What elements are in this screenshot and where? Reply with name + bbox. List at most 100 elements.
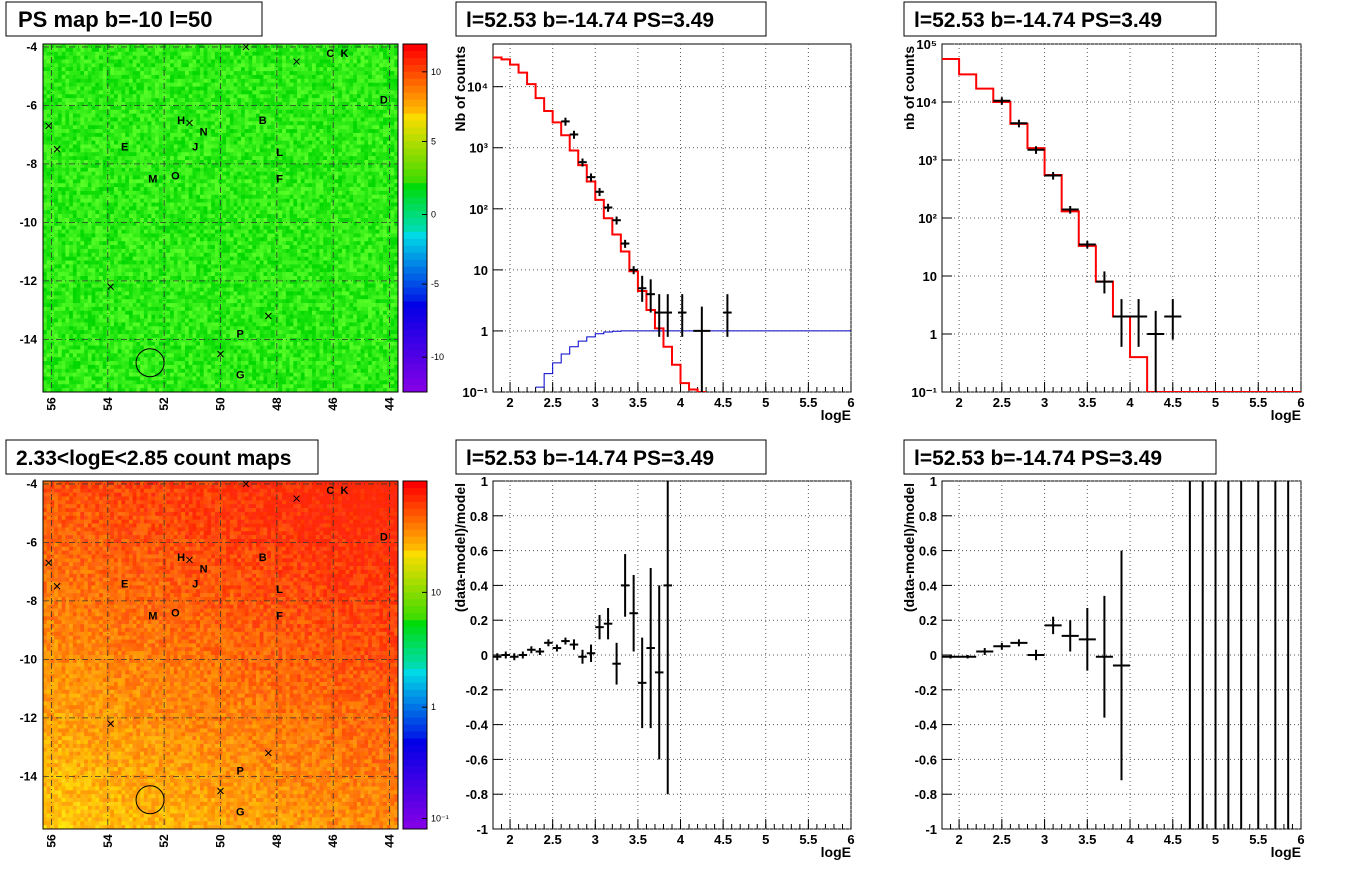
palette-swatch — [403, 675, 427, 684]
map-x-tick: 50 — [214, 397, 228, 411]
palette-swatch — [403, 57, 427, 66]
palette-swatch — [403, 245, 427, 254]
y-tick-label: -1 — [925, 822, 937, 837]
x-tick-label: 3 — [1041, 832, 1048, 847]
palette-swatch — [403, 550, 427, 559]
y-tick-label: -0.6 — [466, 752, 488, 767]
residual-series — [493, 481, 672, 795]
x-tick-label: 3 — [1041, 395, 1048, 410]
map-cross-marker — [293, 495, 300, 502]
map-source-label: D — [380, 95, 388, 107]
x-tick-label: 2.5 — [544, 395, 562, 410]
palette-swatch — [403, 599, 427, 607]
palette-swatch — [403, 71, 427, 80]
x-tick-label: 6 — [847, 832, 854, 847]
map-cross-marker — [45, 559, 52, 567]
map-source-label: C — [326, 48, 334, 60]
palette-swatch — [403, 287, 427, 296]
palette-swatch — [403, 155, 427, 163]
y-tick-label: -0.4 — [466, 718, 489, 733]
map-x-tick: 48 — [270, 397, 284, 411]
plot-frame — [492, 480, 852, 830]
palette-swatch — [403, 141, 427, 149]
y-tick-label: -1 — [476, 822, 488, 837]
palette-swatch — [403, 252, 427, 261]
map-cross-marker — [242, 43, 250, 51]
palette-swatch — [403, 655, 427, 663]
x-tick-label: 4.5 — [1164, 832, 1182, 847]
palette-swatch — [403, 682, 427, 691]
palette-swatch — [403, 343, 427, 351]
palette-swatch — [403, 780, 427, 788]
palette-swatch — [403, 301, 427, 309]
palette-swatch — [403, 50, 427, 59]
y-tick-label: -0.8 — [466, 787, 488, 802]
x-tick-label: 2.5 — [993, 395, 1011, 410]
palette-swatch — [403, 627, 427, 635]
residual-panel-2: 2 2.5 3 3.5 4 4.5 5 5.5 6 1 0.8 0.6 0.4 0.2 0 -0.2 -0.4 -… — [901, 474, 1305, 860]
map-y-tick: -14 — [20, 332, 38, 346]
x-tick-label: 3.5 — [1078, 832, 1096, 847]
y-tick-label: 10³ — [918, 153, 937, 168]
y-axis-label: nb of counts — [901, 46, 917, 130]
palette-tick-label: 10 — [431, 67, 441, 77]
map-source-label: B — [259, 115, 267, 127]
map-source-label: G — [236, 369, 245, 381]
map-y-tick: -8 — [26, 594, 37, 608]
palette-swatch — [403, 745, 427, 753]
x-tick-label: 4.5 — [714, 395, 732, 410]
palette-swatch — [403, 204, 427, 212]
y-tick-label: 0.4 — [919, 578, 938, 593]
x-tick-label: 5.5 — [799, 395, 817, 410]
palette-swatch — [403, 336, 427, 344]
map-source-label: E — [121, 141, 128, 153]
x-tick-label: 6 — [1297, 395, 1304, 410]
count-map-palette: 10 1 10⁻¹ — [402, 480, 449, 830]
palette-swatch — [403, 238, 427, 247]
palette-swatch — [403, 661, 427, 670]
x-tick-label: 2 — [955, 832, 962, 847]
y-tick-label: 10⁴ — [916, 95, 937, 110]
palette-frame — [402, 43, 428, 393]
x-tick-label: 3.5 — [1078, 395, 1096, 410]
map-source-label: H — [177, 115, 185, 127]
palette-swatch — [403, 508, 427, 517]
palette-swatch — [403, 620, 427, 628]
map-x-tick: 54 — [101, 397, 115, 411]
palette-swatch — [403, 794, 427, 802]
palette-swatch — [403, 218, 427, 226]
map-y-tick: -10 — [20, 215, 38, 229]
y-tick-label: 1 — [481, 474, 488, 489]
palette-swatch — [403, 308, 427, 316]
x-tick-label: 2.5 — [993, 832, 1011, 847]
model-step-line — [942, 58, 1301, 392]
map-y-tick: -4 — [26, 477, 37, 491]
map-x-tick: 44 — [383, 834, 397, 848]
palette-swatch — [403, 815, 427, 823]
palette-swatch — [403, 106, 427, 115]
map-source-label: M — [148, 611, 157, 623]
map-cross-marker — [53, 145, 61, 153]
palette-swatch — [403, 710, 427, 719]
palette-swatch — [403, 536, 427, 545]
palette-swatch — [403, 176, 427, 184]
palette-swatch — [403, 44, 427, 52]
x-axis-label: logE — [1271, 844, 1301, 860]
svg-text:2.33<logE<2.85 count maps: 2.33<logE<2.85 count maps — [16, 447, 291, 470]
map-source-label: E — [121, 578, 128, 590]
palette-swatch — [403, 92, 427, 101]
palette-swatch — [403, 766, 427, 774]
plot-frame — [492, 43, 852, 393]
palette-swatch — [403, 564, 427, 572]
palette-swatch — [403, 385, 427, 393]
palette-swatch — [403, 357, 427, 365]
map-cross-marker — [265, 749, 272, 757]
x-tick-label: 5.5 — [799, 832, 817, 847]
x-tick-label: 6 — [847, 395, 854, 410]
palette-swatch — [403, 571, 427, 579]
map-source-label: H — [177, 552, 185, 564]
y-tick-label: 0.8 — [919, 509, 937, 524]
map-source-label: O — [171, 608, 180, 620]
palette-swatch — [403, 148, 427, 156]
palette-tick-label: -5 — [431, 279, 439, 289]
